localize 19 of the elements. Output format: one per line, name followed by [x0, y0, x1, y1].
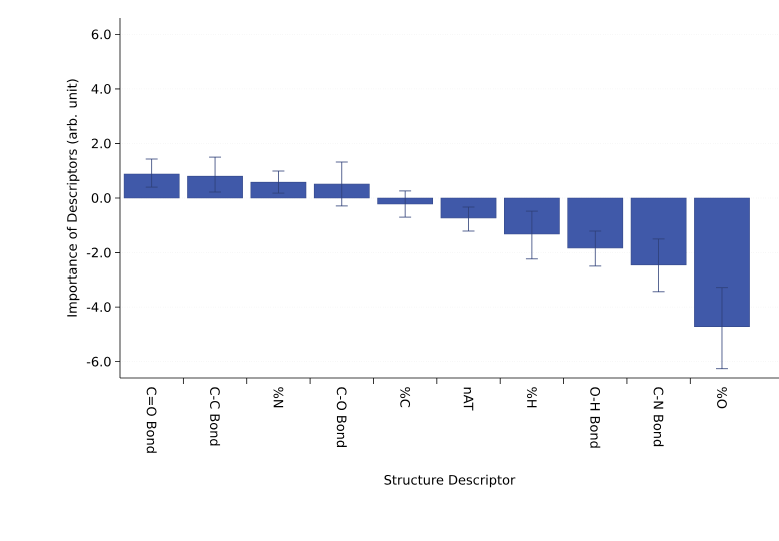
y-tick-label: -6.0: [86, 356, 111, 367]
x-tick-label: O-H Bond: [590, 387, 600, 448]
x-axis-title: Structure Descriptor: [384, 474, 516, 488]
x-tick-label: %H: [526, 387, 537, 408]
y-tick-label: -2.0: [86, 248, 111, 258]
y-tick-label: 6.0: [92, 29, 111, 40]
x-tick-label: nAT: [464, 388, 474, 411]
y-tick-label: -4.0: [86, 302, 111, 312]
x-tick-label: %O: [717, 387, 727, 408]
y-tick-label: 4.0: [92, 84, 111, 94]
x-tick-label: C=O Bond: [146, 387, 157, 453]
y-tick-label: 0.0: [92, 193, 111, 203]
y-axis-title: Importance of Descriptors (arb. unit): [66, 79, 80, 316]
x-tick-label: %C: [400, 387, 410, 408]
y-tick-label: 2.0: [92, 138, 111, 148]
x-tick-label: %N: [274, 387, 284, 408]
x-tick-label: C-N Bond: [654, 387, 664, 446]
x-tick-label: C-O Bond: [336, 387, 347, 447]
x-tick-label: C-C Bond: [210, 387, 220, 446]
